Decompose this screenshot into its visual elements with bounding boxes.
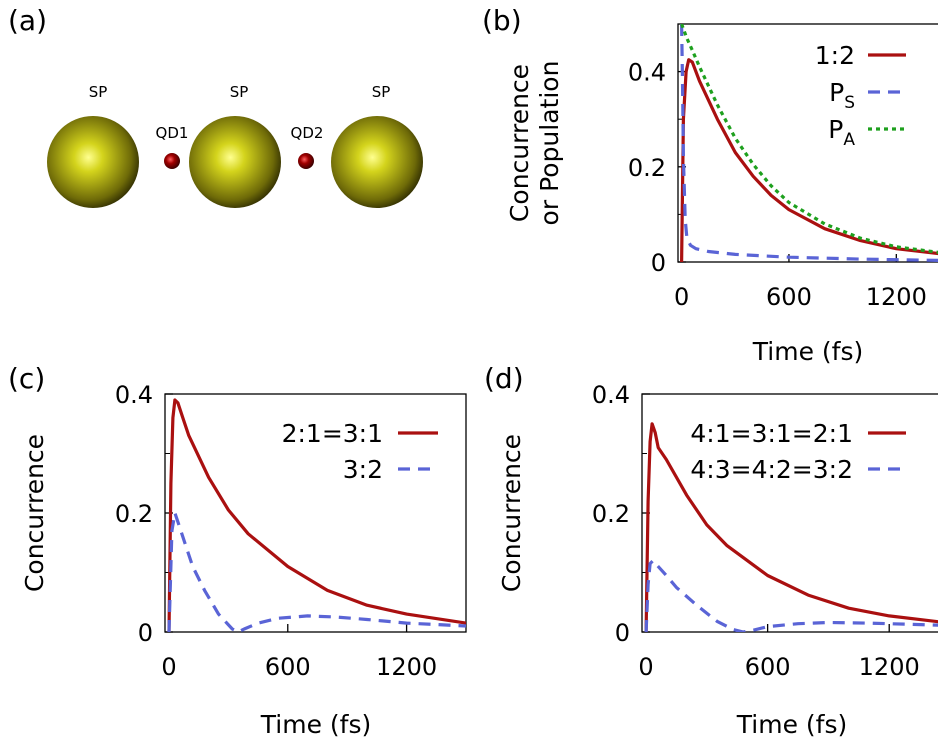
y-tick-label: 0.4 [115,381,153,409]
x-axis-label: Time (fs) [736,710,847,739]
qd2-dot [298,153,314,169]
x-tick-label: 600 [766,283,812,311]
series-line-3 [680,24,938,254]
legend-label-2: 3:2 [343,455,383,484]
legend-label-3: PA [828,115,855,150]
legend-label-1: 4:1=3:1=2:1 [690,419,853,448]
y-tick-label: 0.4 [592,381,630,409]
y-axis-label-line1: Concurrence [505,64,534,222]
qd2-label: QD2 [291,124,324,142]
x-tick-label: 0 [674,283,689,311]
legend-subscript: A [843,130,855,150]
series-line-1 [644,422,938,632]
y-tick-label: 0.2 [592,500,630,528]
sp-label-middle: SP [230,83,249,101]
y-axis-label: Concurrence [497,434,526,592]
series-line-2 [167,511,466,632]
panel-label: (c) [8,362,45,395]
chart-c: (c) 0 0.2 0.4 0 600 1200 Time (fs) Concurrence 2:… [8,362,467,739]
legend-label-1: 1:2 [815,41,855,70]
panel-a-label: (a) [8,4,47,37]
y-tick-label: 0 [615,619,630,647]
legend-label-2: 4:3=4:2=3:2 [690,455,853,484]
panel-label: (d) [484,362,524,395]
y-tick-label: 0.2 [115,500,153,528]
sp-label-left: SP [89,83,108,101]
x-axis-label: Time (fs) [260,710,371,739]
x-tick-label: 0 [161,653,176,681]
y-tick-label: 0.4 [628,59,666,87]
series-line-1 [680,58,938,262]
qd1-dot [164,153,180,169]
sp-sphere-right [331,116,423,208]
y-axis-label-line2: or Population [535,61,564,226]
x-tick-label: 600 [745,653,791,681]
plot-frame [677,23,938,263]
chart-d: (d) 0 0.2 0.4 0 600 1200 Time (fs) Concurrence 4:… [484,362,938,739]
sp-label-right: SP [372,83,391,101]
panel-label: (b) [482,4,522,37]
x-tick-label: 1200 [376,653,437,681]
legend-label-1: 2:1=3:1 [282,419,383,448]
x-tick-label: 600 [265,653,311,681]
series-line-2 [680,24,938,262]
y-tick-label: 0 [651,249,666,277]
y-axis-label: Concurrence [20,434,49,592]
y-tick-label: 0 [138,619,153,647]
legend-subscript: S [844,93,855,113]
sp-sphere-left [47,116,139,208]
legend-label-2: PS [829,78,855,113]
panel-a: (a) SP SP SP QD1 QD2 [8,4,423,208]
x-tick-label: 1200 [859,653,920,681]
x-tick-label: 1200 [866,283,927,311]
qd1-label: QD1 [156,124,189,142]
x-axis-label: Time (fs) [752,337,863,366]
series-line-2 [644,559,938,632]
y-tick-label: 0.2 [628,154,666,182]
x-tick-label: 0 [638,653,653,681]
sp-sphere-middle [189,116,281,208]
series-line-1 [167,398,466,632]
